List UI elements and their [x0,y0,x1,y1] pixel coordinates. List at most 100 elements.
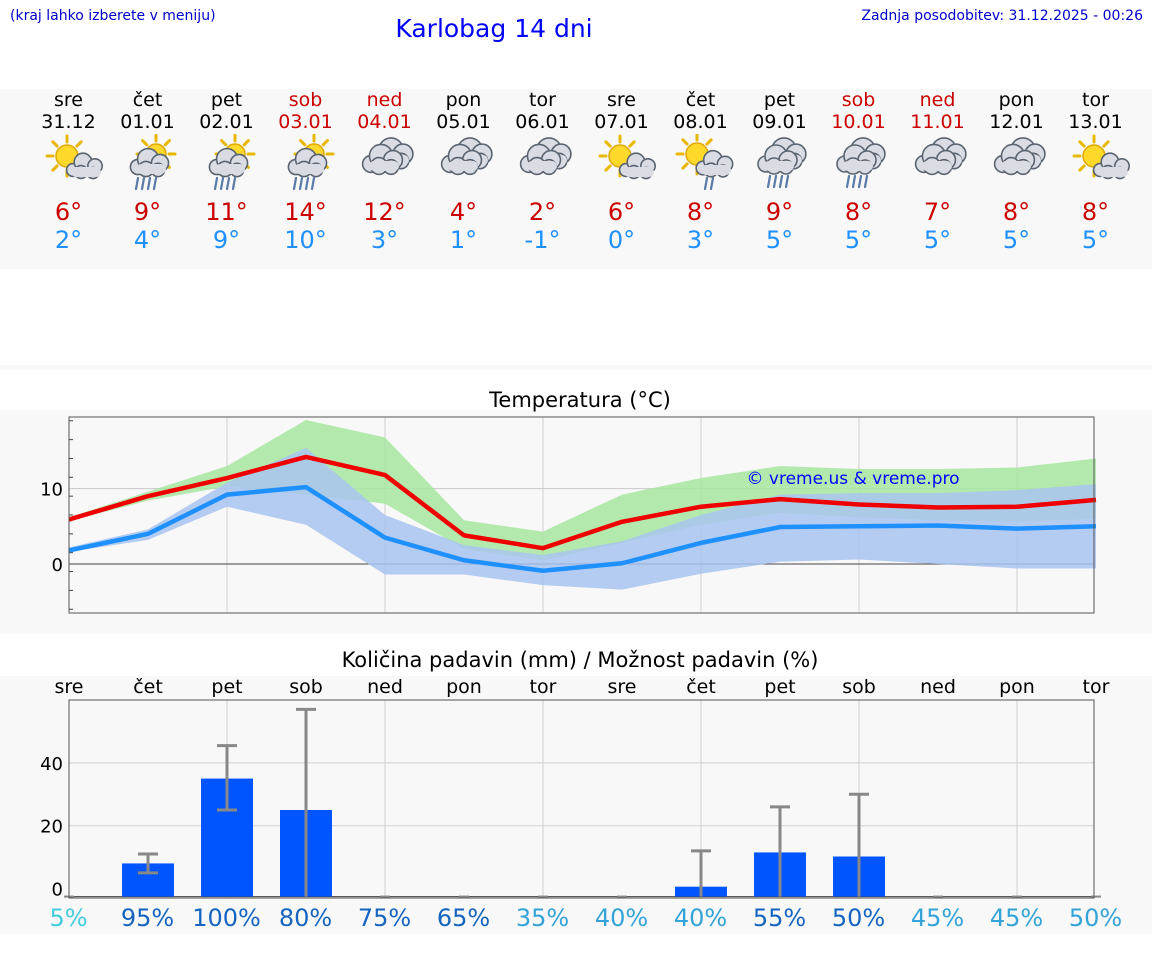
day-date: 07.01 [594,111,649,133]
rain-drop [310,176,316,191]
watermark: © vreme.us & vreme.pro [746,469,959,489]
clouds-icon [361,137,414,176]
icon-group [675,134,734,191]
icon-group [1072,134,1130,180]
icon-group [757,137,807,189]
sun-ray [141,139,149,147]
icon-group [914,137,967,176]
sun-ray [220,139,228,147]
rain-drop [766,174,772,189]
sun-ray [321,139,329,147]
min-temperature: 9° [212,226,241,254]
sun-ray [163,139,171,147]
max-temperature-line [68,454,1097,551]
max-temperature: 8° [686,198,715,226]
rain-drop [292,176,298,191]
temperature-chart-title: Temperatura (°C) [489,388,671,412]
sun-ray [51,140,59,148]
precipitation-probability: 5% [49,904,88,932]
rain-drop [703,176,709,191]
cloud-body [71,167,101,177]
clouds-rain-icon [757,137,807,189]
rain-drop [778,174,784,189]
day-name: tor [1082,89,1109,111]
min-temperature: 5° [844,226,873,254]
day-date: 05.01 [436,111,491,133]
precipitation-probability: 55% [752,904,807,932]
temperature-chart: 0 10 © vreme.us & vreme.pro [40,416,1097,614]
day-name: sre [607,89,636,111]
cloud-body [843,161,873,171]
icon-group [287,134,335,191]
day-date: 03.01 [278,111,333,133]
rain-drop [213,176,219,191]
min-temperature: 2° [54,226,83,254]
rain-drop [863,174,869,189]
cloud-body [922,161,952,171]
day-date: 11.01 [910,111,965,133]
precipitation-probability: 45% [910,904,965,932]
day-name: pon [998,89,1035,111]
clouds-icon [993,137,1046,176]
day-label: ned [920,676,956,698]
day-name: sob [841,89,876,111]
sun-ray [1078,164,1086,172]
sun-ray [705,138,713,146]
location-menu-hint: (kraj lahko izberete v meniju) [10,8,216,24]
icon-group [440,137,493,176]
day-date: 10.01 [831,111,886,133]
min-temperature: 5° [1002,226,1031,254]
max-temperature: 7° [923,198,952,226]
day-date: 31.12 [41,111,96,133]
day-date: 01.01 [120,111,175,133]
rain-drop [225,176,231,191]
clouds-rain-icon [836,137,886,189]
max-temperature: 6° [607,198,636,226]
day-name: ned [366,89,403,111]
cloud-body [448,161,478,171]
day-date: 12.01 [989,111,1044,133]
min-temperature-line [68,484,1097,574]
icon-group [45,134,103,180]
icon-group [208,134,256,191]
day-label: pon [999,676,1035,698]
sun-ray [681,138,689,146]
cloud-body [215,164,245,174]
rain-drop [146,176,152,191]
day-name: čet [685,89,716,111]
day-label: ned [367,676,403,698]
min-temperature: 3° [370,226,399,254]
y-tick-label: 0 [52,880,63,901]
day-name: tor [529,89,556,111]
cloud-body [527,161,557,171]
min-temperature: 5° [1081,226,1110,254]
max-temperature: 9° [765,198,794,226]
cloud-body [369,161,399,171]
y-tick-label: 0 [52,555,63,576]
clouds-icon [519,137,572,176]
day-label: sob [289,676,323,698]
day-label: sre [608,676,637,698]
max-range-band [69,420,1096,561]
sun-ray [1078,140,1086,148]
min-temperature: -1° [524,226,561,254]
sun-cloud-icon [45,134,103,180]
rain-drop [845,174,851,189]
icon-group [598,134,656,180]
precipitation-probability: 40% [673,904,728,932]
sun-ray [1102,140,1110,148]
y-tick-label: 20 [40,817,63,838]
rain-drop [134,176,140,191]
y-tick-label: 10 [40,480,63,501]
max-temperature: 6° [54,198,83,226]
day-label: pet [764,676,795,698]
day-label: sob [842,676,876,698]
rain-drop [857,174,863,189]
max-temperature: 14° [284,198,327,226]
min-temperature: 3° [686,226,715,254]
precipitation-chart: sre čet pet sob ned pon tor sre čet pet sob ned pon t… [40,676,1110,901]
max-temperature: 11° [205,198,248,226]
clouds-icon [914,137,967,176]
icon-group [129,134,177,191]
precipitation-probability: 100% [192,904,261,932]
